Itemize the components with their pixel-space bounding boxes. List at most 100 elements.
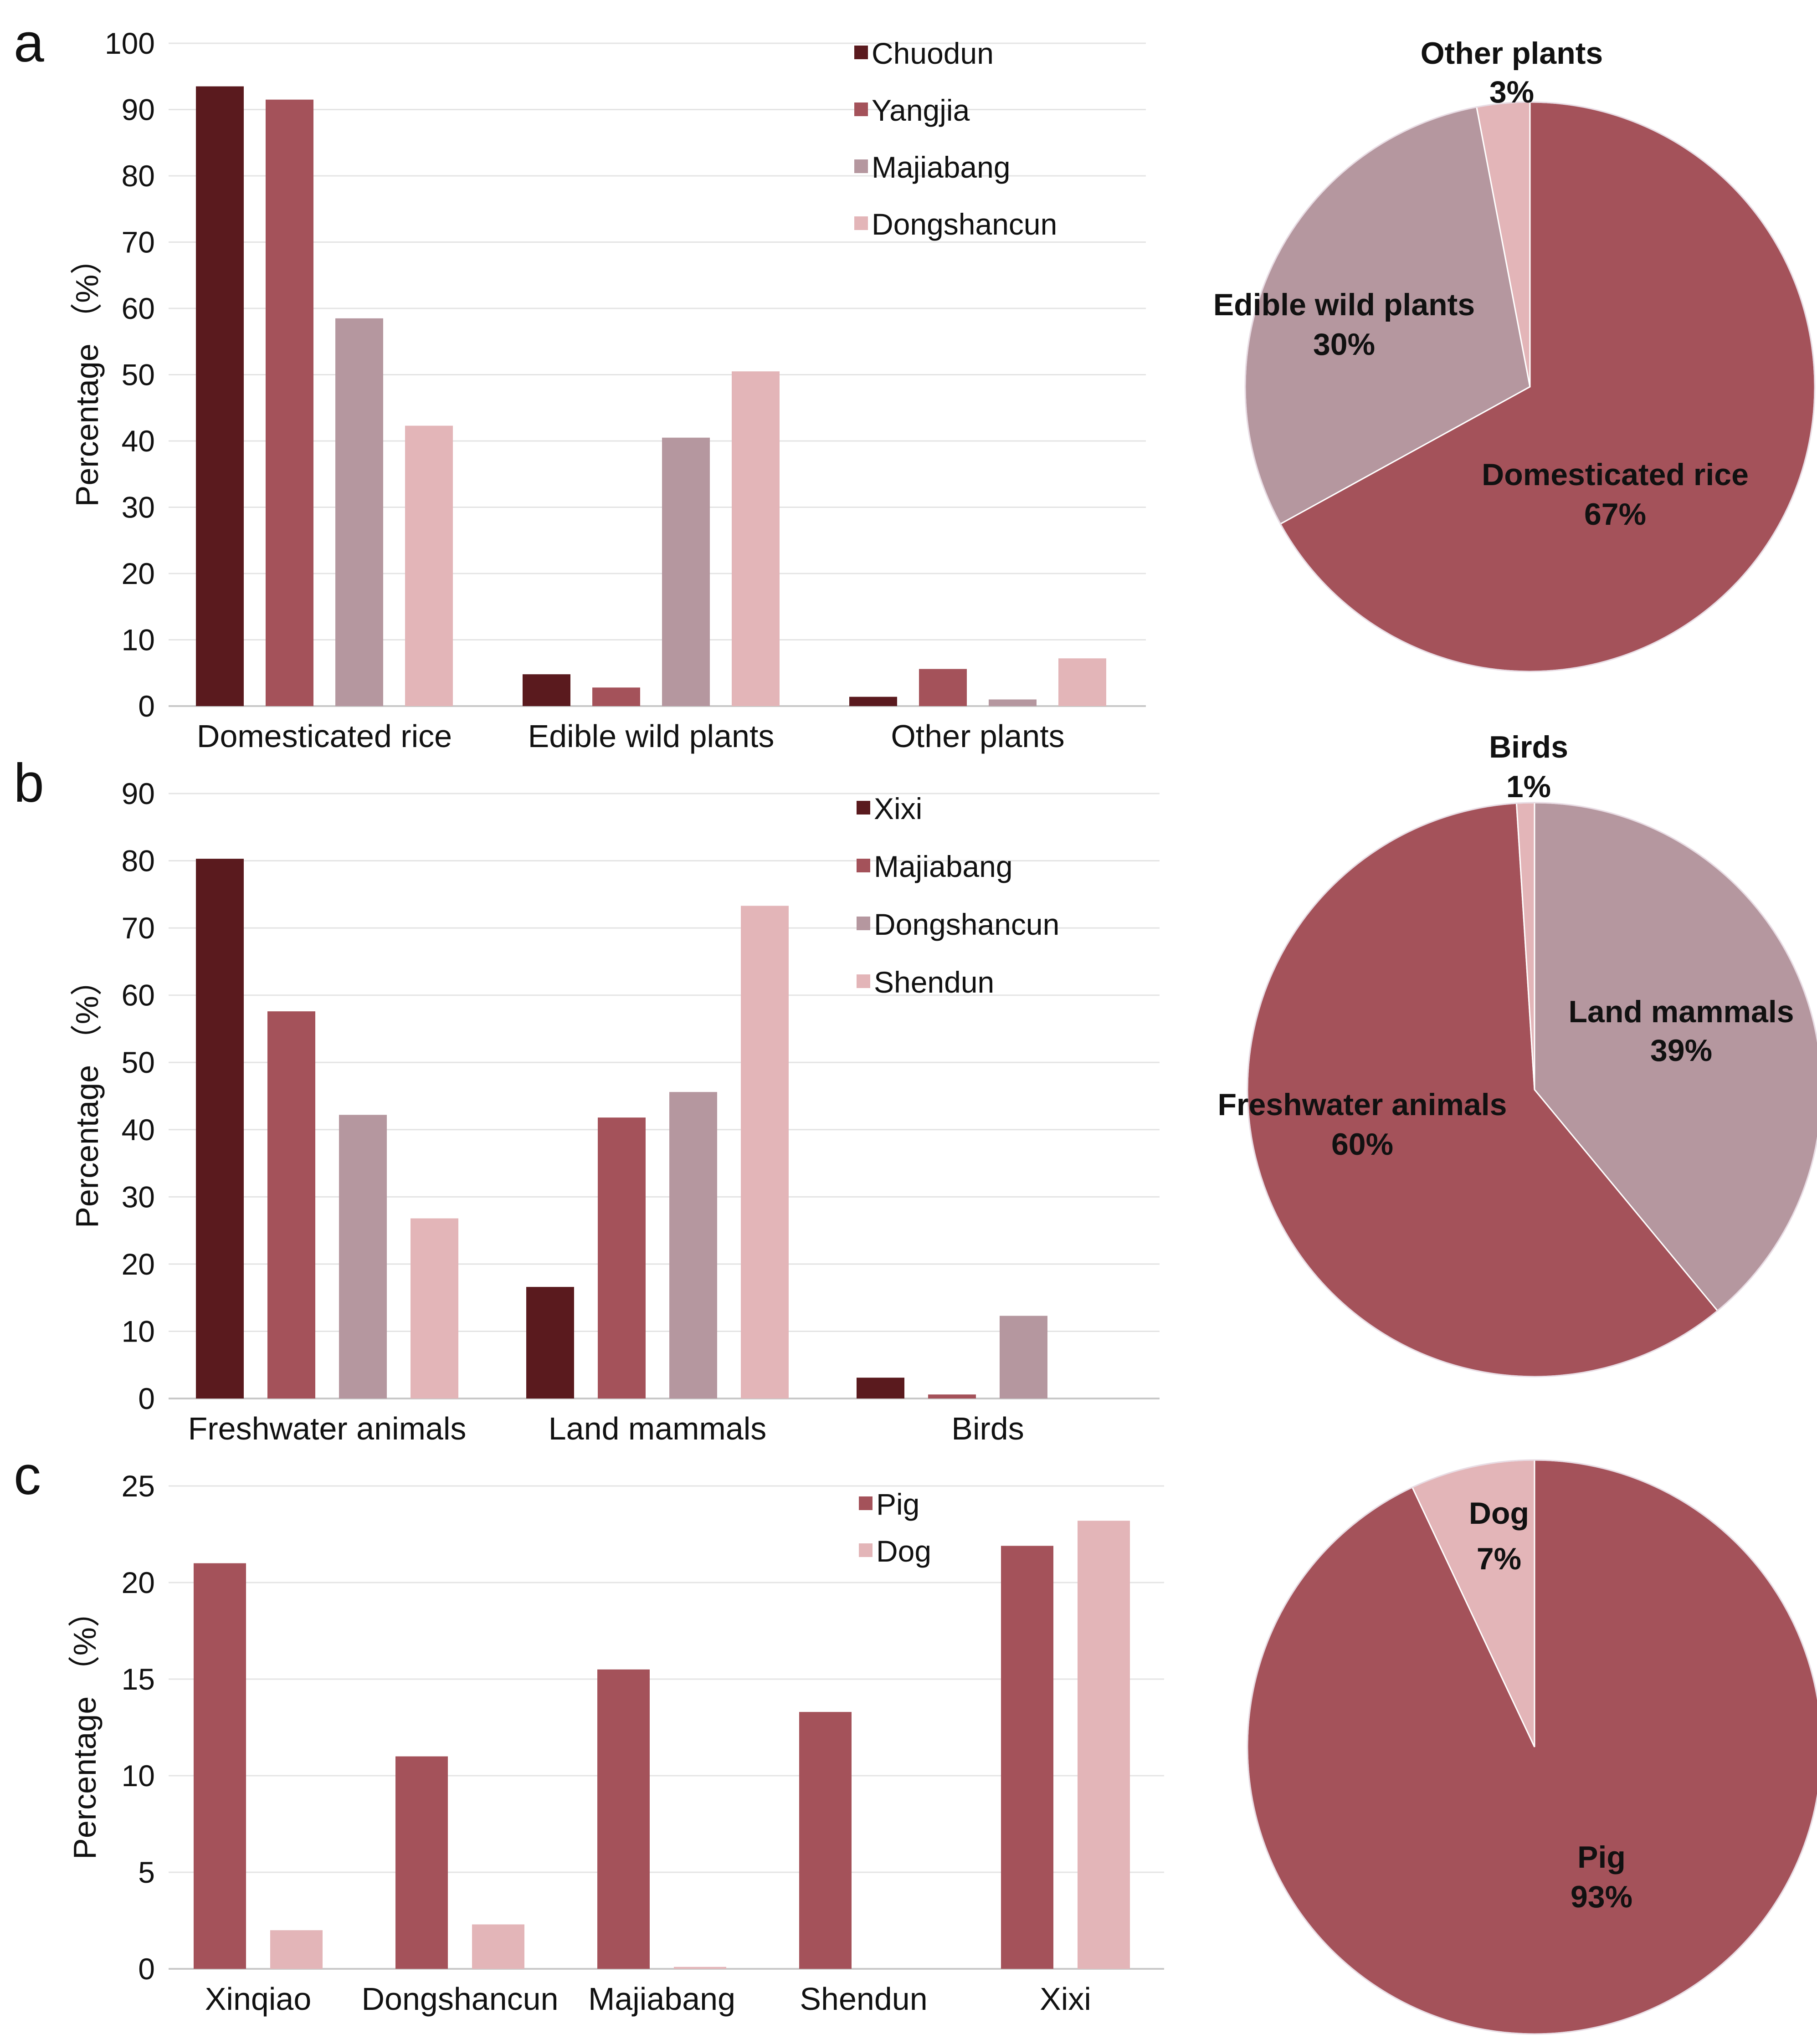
- y-tick-label: 5: [138, 1855, 155, 1889]
- bar-yangjia-other-plants: [919, 669, 967, 706]
- bar-pig-xixi: [1001, 1546, 1053, 1969]
- y-axis-label: Percentage （%）: [67, 1595, 103, 1860]
- bar-dongshancun-land-mammals: [669, 1092, 717, 1399]
- y-tick-label: 70: [122, 225, 155, 259]
- bar-xixi-birds: [857, 1378, 904, 1399]
- legend-swatch: [854, 102, 868, 116]
- bar-chuodun-edible-wild-plants: [523, 674, 570, 706]
- bar-chuodun-domesticated-rice: [196, 86, 244, 707]
- pie-percent-birds: 1%: [1506, 769, 1551, 804]
- bar-chart-b: b 0 10 20 30 40 50 60 70 80 90 Percentage （%） Freshw…: [14, 753, 1160, 1446]
- bar-majiabang-birds: [928, 1394, 976, 1399]
- bar-yangjia-domesticated-rice: [266, 99, 313, 706]
- legend-swatch: [854, 216, 868, 230]
- bar-dongshancun-other-plants: [1058, 658, 1106, 706]
- pie-label-birds: Birds: [1489, 730, 1568, 764]
- pie-label-pig: Pig: [1577, 1840, 1626, 1875]
- y-axis-label: Percentage （%）: [69, 964, 105, 1228]
- bar-dog-dongshancun: [472, 1924, 524, 1969]
- y-tick-label: 50: [122, 1045, 155, 1079]
- bar-pig-xinqiao: [194, 1563, 246, 1969]
- y-tick-label: 0: [138, 1952, 155, 1986]
- legend-label: Dog: [876, 1534, 931, 1568]
- x-category-label: Dongshancun: [362, 1981, 559, 2017]
- bar-chuodun-other-plants: [849, 697, 897, 706]
- y-tick-label: 10: [122, 623, 155, 657]
- bar-dongshancun-birds: [1000, 1316, 1047, 1399]
- bar-yangjia-edible-wild-plants: [592, 687, 640, 706]
- pie-outline: [1244, 101, 1816, 672]
- bar-xixi-freshwater-animals: [196, 859, 244, 1399]
- bar-chart-a: a 0 10 20 30 40 50 60 70 80 90 100 Percentage （%） Dom…: [14, 12, 1146, 754]
- pie-chart-c: Pig 93% Dog 7%: [1247, 1459, 1817, 2035]
- x-category-label: Domesticated rice: [197, 718, 452, 754]
- bar-shendun-land-mammals: [741, 906, 789, 1399]
- x-category-label: Majiabang: [588, 1981, 735, 2017]
- y-tick-label: 25: [122, 1469, 155, 1503]
- y-tick-label: 40: [122, 424, 155, 458]
- x-category-label: Shendun: [800, 1981, 927, 2017]
- x-category-label: Edible wild plants: [528, 718, 775, 754]
- legend-label: Xixi: [874, 792, 922, 825]
- pie-outline: [1247, 802, 1817, 1378]
- pie-label-domesticated-rice: Domesticated rice: [1482, 457, 1749, 492]
- bar-dongshancun-domesticated-rice: [405, 425, 453, 706]
- bar-majiabang-land-mammals: [598, 1117, 646, 1399]
- pie-percent-land-mammals: 39%: [1650, 1033, 1712, 1068]
- bar-pig-majiabang: [597, 1669, 650, 1969]
- legend-swatch: [859, 1543, 873, 1557]
- pie-chart-b: Land mammals 39% Freshwater animals 60% Bird…: [1218, 730, 1817, 1378]
- bar-majiabang-edible-wild-plants: [662, 437, 710, 706]
- y-tick-label: 70: [122, 911, 155, 945]
- pie-percent-other-plants: 3%: [1489, 75, 1534, 109]
- x-category-label: Freshwater animals: [188, 1411, 467, 1446]
- legend-label: Dongshancun: [872, 207, 1057, 241]
- y-tick-label: 0: [138, 1382, 155, 1415]
- y-tick-label: 10: [122, 1314, 155, 1348]
- y-tick-label: 90: [122, 93, 155, 127]
- y-tick-label: 90: [122, 777, 155, 810]
- pie-label-edible-wild-plants: Edible wild plants: [1213, 287, 1475, 322]
- y-tick-label: 50: [122, 358, 155, 392]
- pie-percent-freshwater-animals: 60%: [1331, 1127, 1393, 1162]
- x-category-label: Xinqiao: [205, 1981, 312, 2017]
- y-tick-label: 15: [122, 1662, 155, 1696]
- y-tick-label: 20: [122, 557, 155, 590]
- bar-chart-c: c 0 5 10 15 20 25 Percentage （%） Xinqiao Dongshan…: [14, 1445, 1164, 2017]
- pie-label-freshwater-animals: Freshwater animals: [1218, 1087, 1507, 1122]
- pie-percent-dog: 7%: [1477, 1542, 1521, 1576]
- legend-label: Chuodun: [872, 36, 994, 70]
- legend-label: Pig: [876, 1487, 919, 1521]
- panel-label-b: b: [14, 753, 44, 814]
- y-tick-label: 20: [122, 1247, 155, 1281]
- panel-label-c: c: [14, 1445, 41, 1506]
- bar-majiabang-other-plants: [989, 699, 1037, 706]
- bar-majiabang-domesticated-rice: [335, 318, 383, 706]
- y-tick-label: 80: [122, 159, 155, 193]
- bar-dongshancun-edible-wild-plants: [732, 371, 780, 706]
- pie-label-land-mammals: Land mammals: [1568, 994, 1794, 1029]
- legend-label: Dongshancun: [874, 907, 1059, 941]
- pie-percent-edible-wild-plants: 30%: [1313, 327, 1375, 362]
- legend-swatch: [857, 917, 870, 930]
- bar-shendun-freshwater-animals: [411, 1218, 458, 1399]
- legend-label: Majiabang: [872, 150, 1011, 184]
- bar-dog-xinqiao: [270, 1930, 323, 1969]
- x-category-label: Other plants: [891, 718, 1064, 754]
- pie-chart-a: Domesticated rice 67% Edible wild plants 30…: [1213, 36, 1816, 672]
- legend-label: Majiabang: [874, 850, 1013, 883]
- y-axis-label: Percentage （%）: [69, 243, 105, 507]
- y-tick-label: 20: [122, 1566, 155, 1599]
- y-tick-label: 100: [105, 26, 155, 60]
- pie-label-other-plants: Other plants: [1421, 36, 1603, 71]
- pie-percent-domesticated-rice: 67%: [1584, 497, 1646, 532]
- legend-swatch: [857, 974, 870, 988]
- bar-dog-majiabang: [674, 1967, 726, 1969]
- bar-pig-dongshancun: [395, 1756, 448, 1969]
- bar-pig-shendun: [799, 1712, 852, 1969]
- bar-majiabang-freshwater-animals: [267, 1011, 315, 1399]
- y-tick-label: 30: [122, 1180, 155, 1214]
- y-tick-label: 60: [122, 978, 155, 1012]
- y-tick-label: 80: [122, 844, 155, 878]
- pie-outline: [1247, 1459, 1817, 2035]
